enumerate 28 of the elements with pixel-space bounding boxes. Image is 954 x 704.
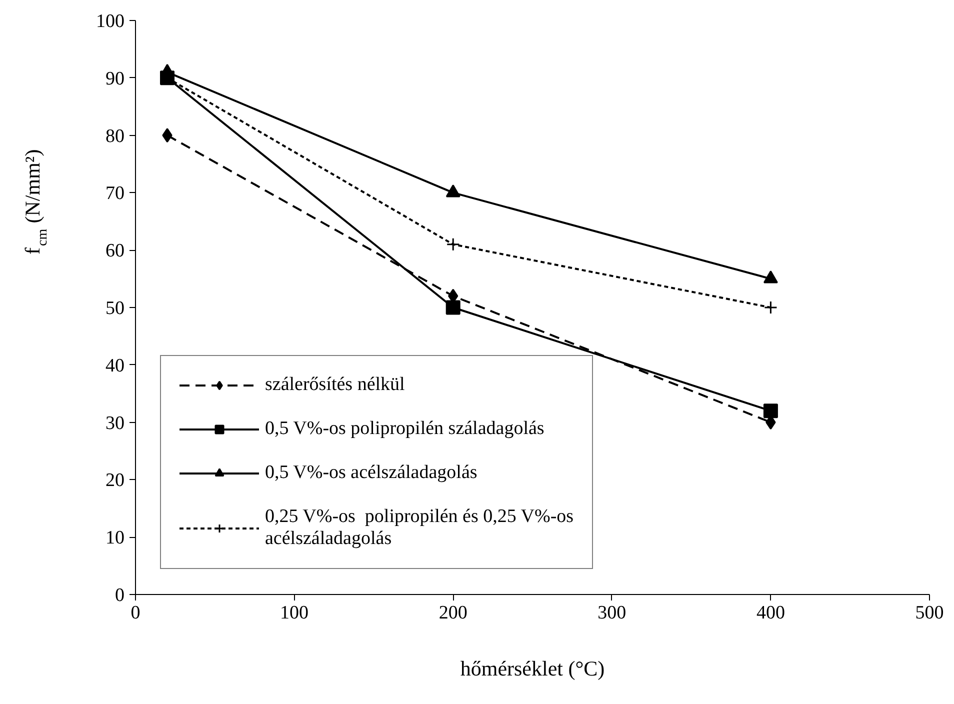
x-tick-label: 400 xyxy=(756,602,785,624)
y-tick-label: 20 xyxy=(106,470,124,492)
legend-label: 0,25 V%-os polipropilén és 0,25 V%-os acélszáladagolás xyxy=(265,506,574,550)
point xyxy=(763,404,778,418)
x-tick-label: 200 xyxy=(438,602,468,624)
y-tick-label: 30 xyxy=(106,412,124,434)
point xyxy=(446,238,460,252)
x-tick-label: 0 xyxy=(130,602,140,624)
x-tick-label: 300 xyxy=(598,602,626,624)
y-tick-label: 10 xyxy=(106,528,124,549)
legend-label: szálerősítés nélkül xyxy=(265,374,405,396)
point xyxy=(446,300,460,315)
point xyxy=(764,300,778,314)
legend-label: 0,5 V%-os polipropilén száladagolás xyxy=(265,418,544,440)
y-tick-label: 40 xyxy=(106,355,124,376)
point xyxy=(162,128,172,143)
y-tick-label: 60 xyxy=(106,240,124,262)
x-tick-label: 100 xyxy=(280,602,309,624)
x-tick-label: 500 xyxy=(915,602,944,624)
y-tick-label: 100 xyxy=(96,11,124,32)
y-tick-label: 80 xyxy=(106,126,124,147)
y-tick-label: 0 xyxy=(115,585,124,606)
x-axis-title: hőmérséklet (°C) xyxy=(460,656,605,680)
y-axis-title: fcm (N/mm²) xyxy=(20,149,50,254)
y-tick-label: 70 xyxy=(106,183,124,204)
legend-label: 0,5 V%-os acélszáladagolás xyxy=(265,462,478,484)
y-tick-label: 90 xyxy=(106,68,124,90)
y-tick-label: 50 xyxy=(106,298,124,319)
